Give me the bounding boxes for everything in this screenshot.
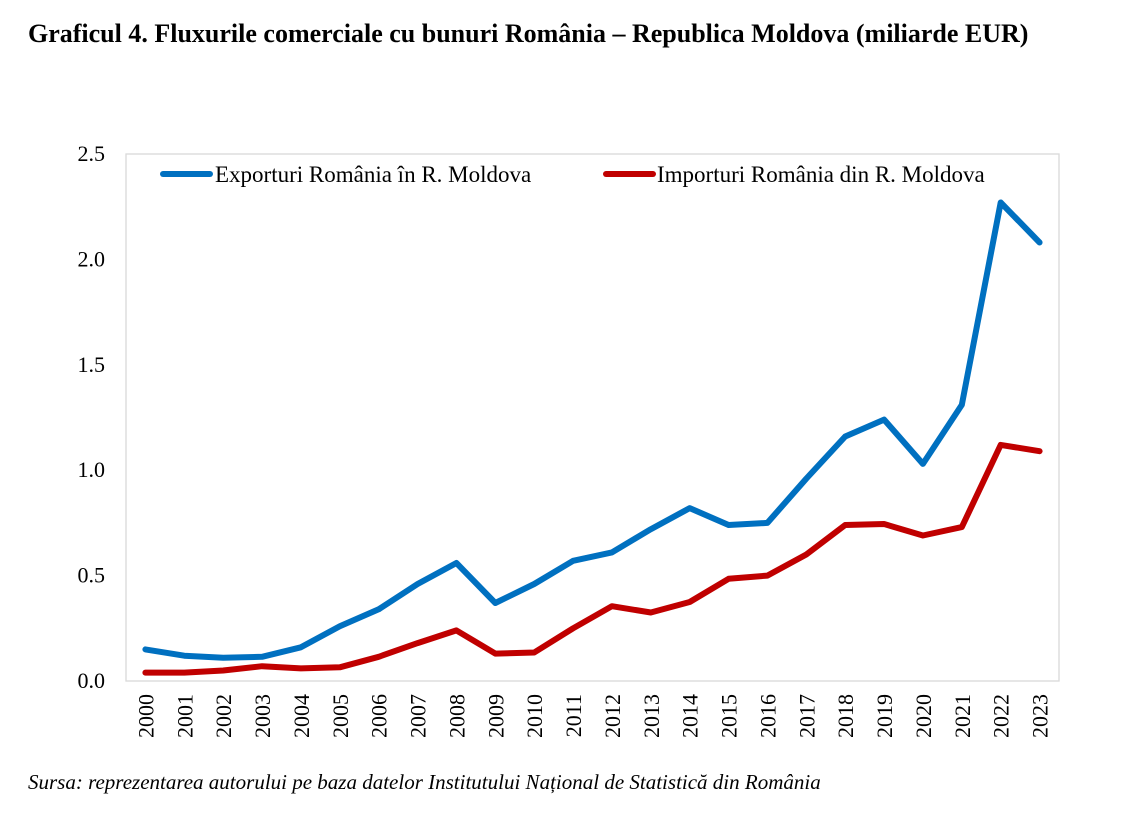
x-tick-label: 2003 (250, 694, 275, 738)
legend: Exporturi România în R. Moldova Importuri… (160, 162, 985, 187)
x-tick-label: 2019 (872, 694, 897, 738)
x-tick-label: 2023 (1028, 694, 1053, 738)
x-tick-label: 2016 (755, 694, 780, 738)
x-tick-label: 2013 (639, 694, 664, 738)
x-tick-label: 2005 (328, 694, 353, 738)
x-tick-label: 2011 (561, 694, 586, 737)
x-axis: 2000 2001 2002 2003 2004 2005 2006 2007 2008 2009… (133, 694, 1052, 738)
y-tick-label: 1.5 (78, 352, 106, 377)
y-tick-label: 1.0 (78, 457, 106, 482)
chart-title: Graficul 4. Fluxurile comerciale cu bunu… (28, 19, 1029, 48)
x-tick-label: 2006 (367, 694, 392, 738)
series-line-2 (142, 441, 1043, 676)
x-tick-label: 2009 (483, 694, 508, 738)
x-tick-label: 2000 (133, 694, 158, 738)
plot-area-border (125, 153, 1060, 682)
x-tick-label: 2015 (717, 694, 742, 738)
x-tick-label: 2007 (406, 694, 431, 738)
x-tick-label: 2021 (950, 694, 975, 738)
y-tick-label: 0.0 (78, 668, 106, 693)
y-axis: 0.0 0.5 1.0 1.5 2.0 2.5 (78, 141, 106, 693)
y-tick-label: 0.5 (78, 563, 106, 588)
legend-label-1: Exporturi România în R. Moldova (215, 162, 531, 187)
y-tick-label: 2.0 (78, 246, 106, 271)
x-tick-label: 2008 (444, 694, 469, 738)
x-tick-label: 2010 (522, 694, 547, 738)
y-tick-label: 2.5 (78, 141, 106, 166)
series-line-1 (142, 199, 1043, 661)
x-tick-label: 2022 (989, 694, 1014, 738)
x-tick-label: 2014 (678, 694, 703, 738)
x-tick-label: 2017 (794, 694, 819, 738)
x-tick-label: 2018 (833, 694, 858, 738)
x-tick-label: 2001 (172, 694, 197, 738)
source-note: Sursa: reprezentarea autorului pe baza d… (28, 770, 821, 794)
legend-label-2: Importuri România din R. Moldova (657, 162, 985, 187)
x-tick-label: 2004 (289, 694, 314, 738)
series-lines (142, 199, 1043, 676)
x-tick-label: 2020 (911, 694, 936, 738)
x-tick-label: 2002 (211, 694, 236, 738)
x-tick-label: 2012 (600, 694, 625, 738)
